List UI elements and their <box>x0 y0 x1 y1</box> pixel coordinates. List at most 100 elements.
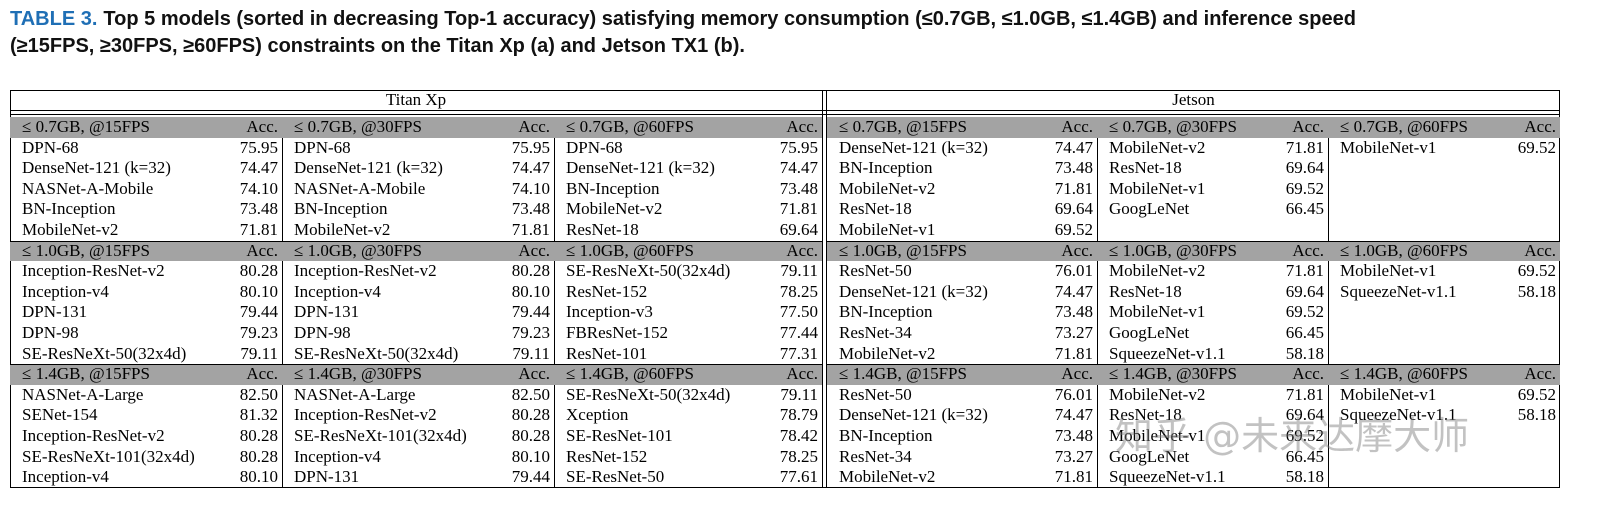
accuracy: 79.11 <box>240 343 278 363</box>
accuracy: 79.11 <box>512 343 550 363</box>
accuracy: 79.23 <box>511 323 550 342</box>
block-header-bg <box>10 117 282 138</box>
model-name: MobileNet-v2 <box>294 220 391 239</box>
accuracy: 80.28 <box>511 426 550 445</box>
accuracy: 69.52 <box>1285 426 1324 445</box>
accuracy: 74.47 <box>239 158 278 178</box>
model-name: MobileNet-v1 <box>1109 426 1206 445</box>
accuracy: 69.52 <box>1517 384 1556 404</box>
acc-header: Acc. <box>1061 240 1093 260</box>
accuracy: 71.81 <box>1285 261 1324 281</box>
accuracy: 80.28 <box>239 446 278 466</box>
block-header-bg <box>1097 240 1328 262</box>
accuracy: 77.50 <box>779 302 818 322</box>
acc-header: Acc. <box>1524 117 1556 136</box>
model-name: MobileNet-v2 <box>1109 261 1206 281</box>
model-name: Inception-ResNet-v2 <box>294 405 437 425</box>
block-header-bg <box>282 240 554 262</box>
model-name: BN-Inception <box>294 199 388 219</box>
acc-header: Acc. <box>1292 240 1324 260</box>
block-header-bg <box>554 117 822 138</box>
accuracy: 77.31 <box>779 343 818 363</box>
model-name: SE-ResNeXt-50(32x4d) <box>22 343 187 363</box>
model-name: BN-Inception <box>22 199 116 219</box>
model-name: BN-Inception <box>839 302 933 322</box>
accuracy: 58.18 <box>1285 467 1324 487</box>
accuracy: 76.01 <box>1054 384 1093 404</box>
model-name: ResNet-50 <box>839 261 912 281</box>
model-name: MobileNet-v1 <box>1340 384 1437 404</box>
accuracy: 79.44 <box>511 302 550 322</box>
accuracy: 66.45 <box>1285 199 1324 219</box>
accuracy: 79.11 <box>780 261 818 281</box>
block-header-bg <box>554 240 822 262</box>
accuracy: 80.10 <box>239 467 278 487</box>
accuracy: 78.42 <box>779 426 818 445</box>
accuracy: 75.95 <box>239 137 278 157</box>
model-name: Inception-v4 <box>22 281 109 301</box>
accuracy: 71.81 <box>511 220 550 239</box>
model-name: MobileNet-v1 <box>839 220 936 239</box>
block-header: ≤ 1.0GB, @30FPS <box>294 240 422 260</box>
accuracy: 82.50 <box>239 384 278 404</box>
model-name: DPN-131 <box>294 467 360 487</box>
accuracy: 80.28 <box>239 426 278 445</box>
accuracy: 71.81 <box>1054 178 1093 198</box>
model-name: MobileNet-v2 <box>566 199 663 219</box>
accuracy: 78.79 <box>779 405 818 425</box>
model-name: Inception-v4 <box>294 281 381 301</box>
block-header-bg <box>282 117 554 138</box>
model-name: Inception-ResNet-v2 <box>22 261 165 281</box>
model-name: DenseNet-121 (k=32) <box>839 281 988 301</box>
acc-header: Acc. <box>518 364 550 384</box>
model-name: MobileNet-v2 <box>22 220 119 239</box>
accuracy: 74.10 <box>511 178 550 198</box>
border <box>10 90 1560 488</box>
block-header-bg <box>827 364 1097 385</box>
model-name: DenseNet-121 (k=32) <box>22 158 171 178</box>
caption-label: TABLE 3. <box>10 8 98 30</box>
block-header: ≤ 0.7GB, @15FPS <box>839 117 967 136</box>
accuracy: 75.95 <box>779 137 818 157</box>
block-header-bg <box>1097 117 1328 138</box>
model-name: SE-ResNeXt-50(32x4d) <box>566 384 731 404</box>
block-header: ≤ 1.0GB, @15FPS <box>22 240 150 260</box>
platform-header: Jetson <box>1172 90 1215 109</box>
model-name: GoogLeNet <box>1109 199 1190 219</box>
model-name: DenseNet-121 (k=32) <box>566 158 715 178</box>
accuracy: 73.48 <box>511 199 550 219</box>
model-name: SE-ResNeXt-50(32x4d) <box>294 343 459 363</box>
block-header: ≤ 1.4GB, @30FPS <box>294 364 422 384</box>
model-name: NASNet-A-Large <box>22 384 144 404</box>
model-name: Inception-v3 <box>566 302 653 322</box>
model-name: NASNet-A-Mobile <box>22 178 154 198</box>
accuracy: 73.48 <box>1054 158 1093 178</box>
model-name: MobileNet-v2 <box>839 343 936 363</box>
model-name: ResNet-50 <box>839 384 912 404</box>
accuracy: 74.10 <box>239 178 278 198</box>
model-name: ResNet-34 <box>839 446 912 466</box>
accuracy: 80.10 <box>239 281 278 301</box>
accuracy: 73.48 <box>779 178 818 198</box>
accuracy: 73.27 <box>1054 323 1093 342</box>
model-name: NASNet-A-Mobile <box>294 178 426 198</box>
model-name: BN-Inception <box>839 426 933 445</box>
model-name: MobileNet-v1 <box>1109 302 1206 322</box>
block-header: ≤ 1.4GB, @60FPS <box>1340 364 1468 384</box>
acc-header: Acc. <box>518 117 550 136</box>
model-name: BN-Inception <box>566 178 660 198</box>
accuracy: 77.44 <box>779 323 818 342</box>
model-name: SqueezeNet-v1.1 <box>1109 343 1226 363</box>
model-name: ResNet-18 <box>1109 405 1182 425</box>
acc-header: Acc. <box>786 240 818 260</box>
acc-header: Acc. <box>1524 364 1556 384</box>
accuracy: 69.52 <box>1285 302 1324 322</box>
column-rule <box>282 117 283 488</box>
block-header: ≤ 1.0GB, @15FPS <box>839 240 967 260</box>
model-name: SE-ResNet-101 <box>566 426 673 445</box>
accuracy: 66.45 <box>1285 323 1324 342</box>
block-header-bg <box>282 364 554 385</box>
model-name: SE-ResNeXt-101(32x4d) <box>22 446 195 466</box>
accuracy: 74.47 <box>1054 281 1093 301</box>
column-rule <box>554 117 555 488</box>
